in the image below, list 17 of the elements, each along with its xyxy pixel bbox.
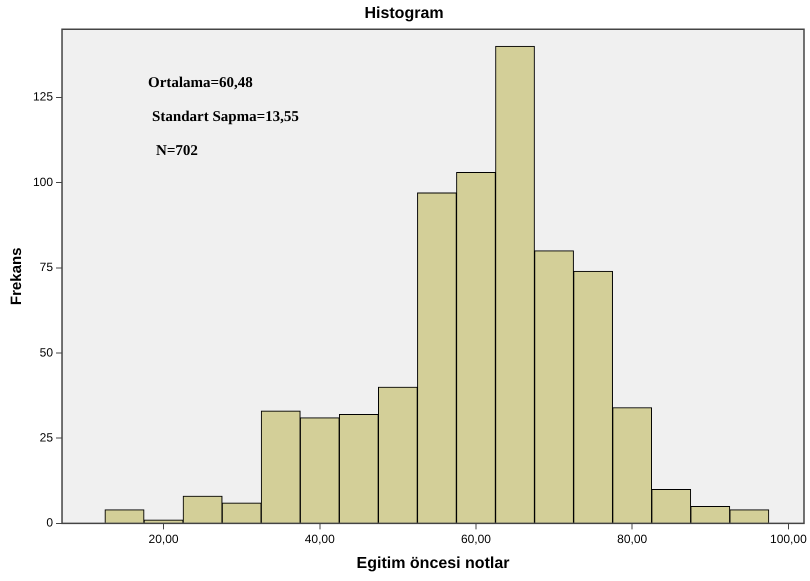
y-tick-label: 0 xyxy=(46,516,54,530)
x-tick-label: 80,00 xyxy=(617,532,648,546)
x-tick-label: 100,00 xyxy=(770,532,808,546)
y-tick-label: 50 xyxy=(40,345,54,360)
x-tick-label: 60,00 xyxy=(460,532,492,546)
y-tick-label: 100 xyxy=(32,174,54,189)
y-tick-label: 75 xyxy=(40,260,54,274)
chart-title: Histogram xyxy=(364,5,444,22)
y-tick-label: 125 xyxy=(32,90,54,104)
x-tick-label: 40,00 xyxy=(304,532,336,546)
annotation: Standart Sapma=13,55 xyxy=(152,109,299,126)
y-axis-title: Frekans xyxy=(8,248,26,306)
x-axis-title: Egitim öncesi notlar xyxy=(356,554,510,572)
x-tick-label: 20,00 xyxy=(148,532,179,546)
annotation: Ortalama=60,48 xyxy=(148,75,253,92)
annotation: N=702 xyxy=(156,143,198,160)
y-tick-label: 25 xyxy=(40,430,54,445)
